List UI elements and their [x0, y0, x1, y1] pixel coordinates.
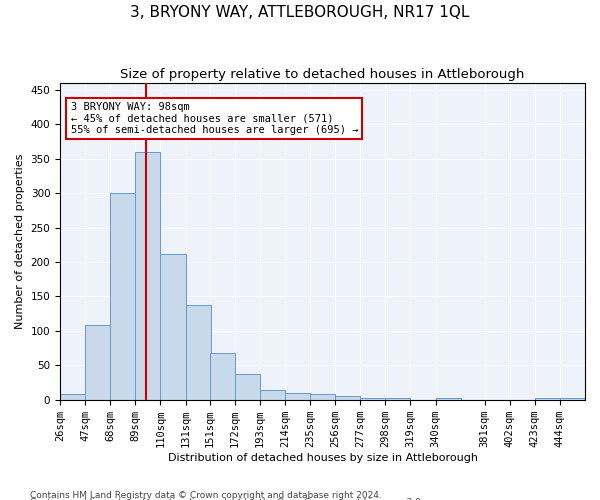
Text: 3, BRYONY WAY, ATTLEBOROUGH, NR17 1QL: 3, BRYONY WAY, ATTLEBOROUGH, NR17 1QL: [130, 5, 470, 20]
Bar: [235, 374, 260, 400]
Bar: [110, 193, 136, 400]
Title: Size of property relative to detached houses in Attleborough: Size of property relative to detached ho…: [121, 68, 525, 80]
Bar: [385, 398, 410, 400]
Bar: [136, 152, 160, 400]
Bar: [285, 393, 310, 400]
Bar: [310, 394, 335, 400]
Bar: [85, 326, 110, 400]
Bar: [335, 396, 360, 400]
X-axis label: Distribution of detached houses by size in Attleborough: Distribution of detached houses by size …: [167, 452, 478, 462]
Bar: [185, 306, 211, 400]
Bar: [260, 390, 285, 400]
Text: Contains public sector information licensed under the Open Government Licence v3: Contains public sector information licen…: [30, 498, 424, 500]
Bar: [60, 394, 85, 400]
Bar: [436, 398, 461, 400]
Bar: [535, 398, 560, 400]
Text: 3 BRYONY WAY: 98sqm
← 45% of detached houses are smaller (571)
55% of semi-detac: 3 BRYONY WAY: 98sqm ← 45% of detached ho…: [71, 102, 358, 136]
Y-axis label: Number of detached properties: Number of detached properties: [15, 154, 25, 329]
Bar: [209, 353, 235, 400]
Bar: [360, 398, 385, 400]
Bar: [560, 398, 585, 400]
Text: Contains HM Land Registry data © Crown copyright and database right 2024.: Contains HM Land Registry data © Crown c…: [30, 490, 382, 500]
Bar: [160, 254, 185, 400]
